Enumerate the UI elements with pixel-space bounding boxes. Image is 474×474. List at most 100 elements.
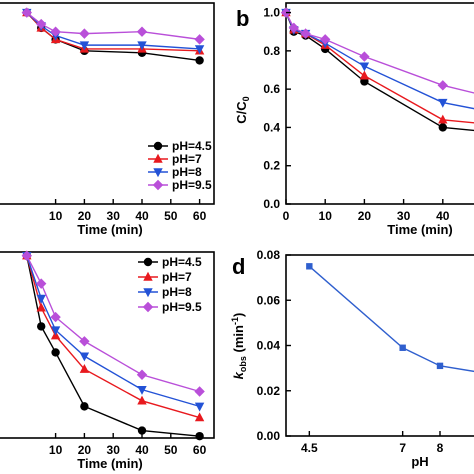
panel-b-series-line-0 [285,12,474,132]
panel-d-xtick-label-0: 4.5 [301,441,318,455]
panel-a-legend-marker-1 [153,153,163,163]
panel-c-point-3-5 [194,386,205,397]
panel-a-point-3-1 [36,18,47,30]
panel-c-legend-label-0: pH=4.5 [162,255,202,269]
panel-b-label: b [236,6,249,31]
panel-d-ylabel: kobs (min-1) [230,313,248,380]
panel-d-ytick-label-0: 0.00 [257,429,281,443]
panel-c-series-line-3 [26,255,200,393]
panel-a-point-3-2 [50,26,61,37]
panel-d-ytick-label-3: 0.06 [257,293,281,307]
panel-b-xtick-label-0: 0 [283,209,290,223]
panel-c-point-1-5 [194,412,205,422]
panel-d-series-line-0 [308,265,474,373]
panel-b-xtick-label-4: 40 [436,209,450,223]
panel-c-point-2-1 [36,294,46,304]
panel-c-point-1-3 [79,363,90,373]
panel-c-xtick-label-5: 60 [193,443,207,457]
panel-a-legend-label-1: pH=7 [172,152,202,166]
panel-b-ytick-label-4: 0.8 [263,44,280,58]
panel-d-xtick-label-1: 7 [399,441,406,455]
panel-b-point-1-5 [438,114,448,124]
panel-c-point-3-0 [21,250,32,261]
panel-a-xtick-label-1: 20 [78,209,92,223]
panel-b-ytick-label-1: 0.2 [263,159,280,173]
panel-c-series-line-2 [26,255,200,408]
panel-b-ytick-label-2: 0.4 [263,120,280,134]
panel-d-point-0-2 [436,362,444,370]
panel-a-xtick-label-5: 60 [193,209,207,223]
panel-c-legend-marker-1 [143,271,153,281]
panel-d-label: d [232,254,245,279]
panel-c-point-0-2 [51,348,60,357]
panel-b-point-0-5 [438,123,447,132]
panel-a-xtick-label-4: 50 [164,209,178,223]
panel-c-legend-marker-2 [143,288,153,298]
panel-a: 10 20 30 40 50 60 Time (min) pH=4.5pH=7pH=8pH… [0,2,215,237]
panel-c-legend-label-1: pH=7 [162,270,192,284]
panel-c-point-2-2 [50,326,61,336]
panel-b-series-line-2 [285,12,474,110]
panel-b-frame [285,2,474,205]
panel-b: b 0 10 20 30 40 0.0 0.2 0.4 0.6 0.8 1.0 Time (min)… [234,2,474,237]
panel-d: d 0.00 0.02 0.04 0.06 0.08 4.5 7 8 pH kobs (min… [230,248,474,469]
panel-a-point-3-3 [79,28,90,39]
panel-c-series-line-0 [26,255,200,437]
panel-a-xlabel: Time (min) [77,222,143,237]
panel-a-legend-marker-0 [153,141,163,151]
panel-a-point-2-3 [79,41,90,51]
panel-a-xtick-label-0: 10 [49,209,63,223]
panel-c-point-1-4 [137,395,147,405]
panel-d-xtick-label-2: 8 [437,441,444,455]
panel-d-point-0-1 [399,344,406,351]
panel-c-point-3-1 [36,278,47,289]
panel-c-point-3-2 [50,311,61,323]
panel-b-ytick-label-5: 1.0 [263,6,280,20]
panel-a-legend-marker-2 [153,168,163,178]
panel-a-point-3-0 [21,7,32,18]
panel-a-legend-label-3: pH=9.5 [172,178,212,192]
panel-d-frame [285,254,474,437]
panel-c-point-2-5 [194,402,205,412]
panel-c-point-3-4 [136,369,148,380]
panel-b-point-2-4 [359,62,370,72]
panel-a-point-3-4 [136,26,148,37]
panel-b-xtick-label-3: 30 [397,209,411,223]
panel-c: 10 20 30 40 50 60 Time (min) pH=4.5pH=7pH=8pH… [0,250,215,471]
panel-a-xtick-label-3: 40 [135,209,149,223]
panel-d-ytick-label-1: 0.02 [257,384,281,398]
panel-b-point-3-5 [437,80,448,91]
panel-a-xtick-label-2: 30 [107,209,121,223]
panel-c-frame [0,251,215,439]
panel-c-legend-marker-3 [142,301,154,313]
panel-a-legend-marker-3 [152,179,164,191]
panel-b-point-3-1 [288,22,300,34]
panel-b-point-2-5 [438,98,448,108]
panel-d-xlabel: pH [411,454,428,469]
panel-a-point-2-5 [194,45,205,55]
panel-c-xlabel: Time (min) [77,456,143,471]
panel-c-point-2-4 [137,385,147,395]
panel-c-xtick-label-2: 30 [107,443,121,457]
panel-c-xtick-label-1: 20 [78,443,92,457]
panel-b-ytick-label-3: 0.6 [263,82,280,96]
panel-a-point-0-5 [195,56,204,65]
panel-c-point-0-4 [137,426,147,435]
panel-b-ylabel: C/C0 [234,96,251,123]
panel-b-point-3-4 [359,51,370,62]
panel-a-point-2-4 [137,41,147,51]
panel-c-legend-label-3: pH=9.5 [162,300,202,314]
panel-c-xtick-label-0: 10 [49,443,63,457]
panel-b-xlabel: Time (min) [387,222,453,237]
panel-c-legend-marker-0 [143,257,153,267]
panel-c-xtick-label-4: 50 [164,443,178,457]
panel-b-series-line-3 [285,12,474,94]
panel-d-ytick-label-2: 0.04 [257,339,281,353]
panel-c-point-0-3 [80,402,89,411]
panel-c-point-2-3 [79,352,90,362]
panel-a-point-3-5 [194,34,205,45]
panel-a-legend-label-0: pH=4.5 [172,139,212,153]
panel-a-frame [0,2,215,205]
panel-c-point-1-1 [36,302,46,312]
